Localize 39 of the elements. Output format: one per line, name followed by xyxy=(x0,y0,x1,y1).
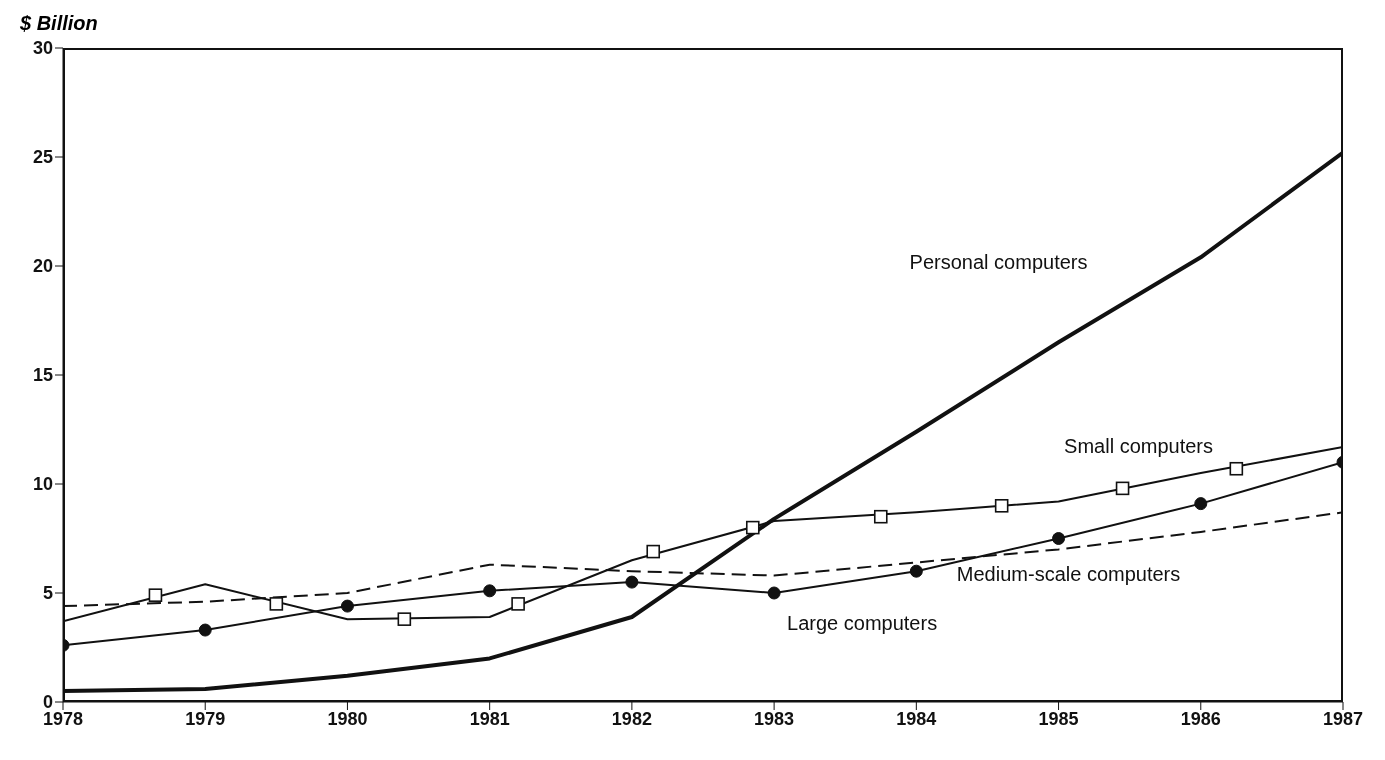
text: Personal computers xyxy=(909,250,1088,274)
point xyxy=(1052,532,1066,545)
point xyxy=(767,586,781,600)
point xyxy=(873,509,888,524)
point xyxy=(909,564,923,578)
x-tick-label: 1979 xyxy=(185,708,226,729)
point xyxy=(1194,497,1208,511)
line-series xyxy=(63,150,1343,694)
x-tick-label: 1986 xyxy=(1180,708,1221,729)
point xyxy=(397,612,412,626)
point xyxy=(269,597,284,611)
series-label: Large computers xyxy=(787,611,938,635)
x-tick-label: 1984 xyxy=(896,708,937,729)
y-axis-title: $ Billion xyxy=(20,12,98,35)
point xyxy=(745,520,760,535)
y-tick-label: 15 xyxy=(32,365,53,386)
point xyxy=(483,584,497,598)
point xyxy=(1229,461,1244,476)
point xyxy=(340,599,354,613)
x-tick-label: 1981 xyxy=(469,708,510,729)
series-label: Small computers xyxy=(1064,434,1214,458)
point xyxy=(148,588,163,602)
x-tick-label: 1982 xyxy=(611,708,652,729)
x-tick-label: 1987 xyxy=(1322,708,1364,729)
x-tick-label: 1985 xyxy=(1038,708,1079,729)
y-tick-label: 20 xyxy=(32,256,53,277)
y-tick-label: 10 xyxy=(32,474,53,495)
x-tick-label: 1983 xyxy=(754,708,795,729)
y-tick-label: 30 xyxy=(32,38,53,59)
series-label: Medium-scale computers xyxy=(956,562,1181,586)
y-tick-label: 25 xyxy=(32,147,53,168)
point xyxy=(198,623,212,637)
y-tick-label: 5 xyxy=(42,583,53,604)
point xyxy=(511,597,525,611)
point xyxy=(1115,481,1130,496)
point xyxy=(994,499,1009,513)
point xyxy=(625,575,639,589)
x-tick-label: 1980 xyxy=(327,708,368,729)
point xyxy=(646,544,661,559)
